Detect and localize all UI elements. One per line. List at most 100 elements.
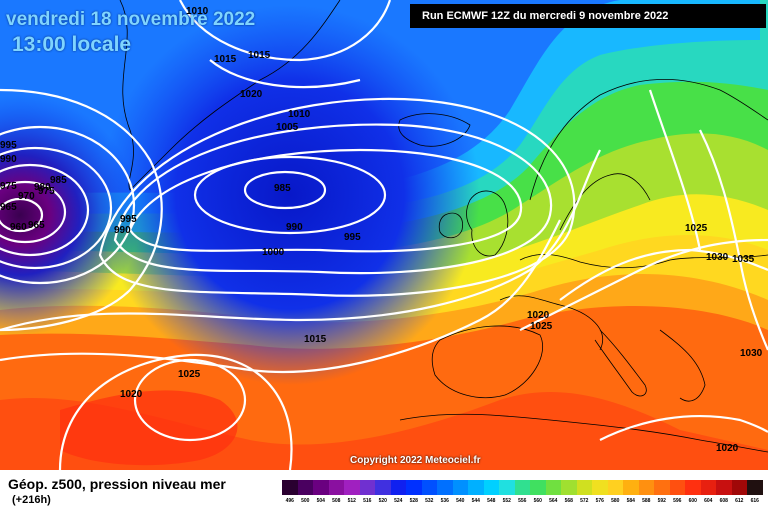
scale-swatch: 600 (685, 480, 701, 504)
scale-swatch: 500 (297, 480, 313, 504)
color-scale: 496 500 504 508 512 516 520 524 528 532 536 540 544 5… (282, 480, 763, 504)
isobar-label: 985 (50, 175, 67, 186)
scale-swatch: 544 (468, 480, 484, 504)
scale-label: 564 (549, 498, 558, 504)
isobar-label: 985 (274, 183, 291, 194)
isobar-label: 980 (34, 182, 51, 193)
scale-swatch: 520 (375, 480, 391, 504)
isobar-label: 970 (18, 191, 35, 202)
scale-label: 516 (363, 498, 372, 504)
scale-label: 544 (471, 498, 480, 504)
scale-swatch: 572 (576, 480, 592, 504)
weather-map: 1010 1015 1015 1020 1010 1005 985 990 99… (0, 0, 768, 470)
scale-label: 520 (378, 498, 387, 504)
isobar-label: 990 (0, 154, 17, 165)
scale-swatch: 556 (514, 480, 530, 504)
scale-label: 608 (719, 498, 728, 504)
scale-swatch: 612 (731, 480, 747, 504)
isobar-label: 975 (38, 186, 55, 197)
scale-label: 512 (347, 498, 356, 504)
footer: Géop. z500, pression niveau mer (+216h) … (0, 470, 768, 512)
scale-label: 572 (580, 498, 589, 504)
scale-swatch: 532 (421, 480, 437, 504)
lead-time: (+216h) (12, 494, 51, 506)
scale-swatch: 592 (654, 480, 670, 504)
scale-label: 496 (285, 498, 294, 504)
isobar-label: 1015 (304, 334, 327, 345)
isobar-label: 1025 (685, 223, 708, 234)
isobar-label: 1020 (240, 89, 263, 100)
parameter-title: Géop. z500, pression niveau mer (8, 476, 226, 492)
scale-label: 500 (301, 498, 310, 504)
isobar-label: 1015 (248, 50, 271, 61)
scale-label: 552 (502, 498, 511, 504)
scale-swatch: 536 (437, 480, 453, 504)
copyright: Copyright 2022 Meteociel.fr (350, 455, 481, 466)
scale-swatch: 580 (607, 480, 623, 504)
scale-swatch: 552 (499, 480, 515, 504)
scale-swatch: 508 (328, 480, 344, 504)
scale-label: 532 (425, 498, 434, 504)
scale-swatch: 616 (747, 480, 763, 504)
scale-swatch: 604 (700, 480, 716, 504)
scale-label: 616 (750, 498, 759, 504)
isobar-label: 1005 (276, 122, 299, 133)
isobar-label: 965 (28, 220, 45, 231)
scale-label: 528 (409, 498, 418, 504)
scale-swatch: 564 (545, 480, 561, 504)
scale-swatch: 588 (638, 480, 654, 504)
isobar-label: 1020 (716, 443, 739, 454)
isobar-label: 995 (0, 140, 17, 151)
isobar-label: 1020 (527, 310, 550, 321)
scale-label: 556 (518, 498, 527, 504)
forecast-date: vendredi 18 novembre 2022 (6, 9, 256, 30)
scale-swatch: 540 (452, 480, 468, 504)
scale-swatch: 584 (623, 480, 639, 504)
scale-label: 596 (673, 498, 682, 504)
scale-label: 584 (626, 498, 635, 504)
isobar-label: 995 (344, 232, 361, 243)
isobar-label: 990 (286, 222, 303, 233)
isobar-label: 995 (120, 214, 137, 225)
scale-swatch: 524 (390, 480, 406, 504)
run-info: Run ECMWF 12Z du mercredi 9 novembre 202… (410, 4, 766, 28)
scale-label: 600 (688, 498, 697, 504)
scale-swatch: 576 (592, 480, 608, 504)
scale-swatch: 516 (359, 480, 375, 504)
scale-swatch: 512 (344, 480, 360, 504)
scale-label: 536 (440, 498, 449, 504)
scale-label: 508 (332, 498, 341, 504)
scale-label: 580 (611, 498, 620, 504)
scale-label: 588 (642, 498, 651, 504)
scale-swatch: 560 (530, 480, 546, 504)
scale-swatch: 608 (716, 480, 732, 504)
isobar-label: 1010 (186, 6, 209, 17)
forecast-time: 13:00 locale (12, 33, 132, 56)
scale-label: 560 (533, 498, 542, 504)
scale-label: 604 (704, 498, 713, 504)
scale-swatch: 496 (282, 480, 298, 504)
scale-label: 592 (657, 498, 666, 504)
isobar-label: 975 (0, 181, 17, 192)
isobar-label: 1010 (288, 109, 311, 120)
scale-label: 504 (316, 498, 325, 504)
isobar-label: 960 (10, 222, 27, 233)
isobar-label: 1025 (178, 369, 201, 380)
scale-label: 568 (564, 498, 573, 504)
scale-label: 524 (394, 498, 403, 504)
isobar-label: 1030 (706, 252, 729, 263)
scale-label: 540 (456, 498, 465, 504)
isobar-label: 1025 (530, 321, 553, 332)
scale-swatch: 548 (483, 480, 499, 504)
scale-swatch: 596 (669, 480, 685, 504)
scale-label: 548 (487, 498, 496, 504)
isobar-label: 1035 (732, 254, 755, 265)
isobar-label: 1015 (214, 54, 237, 65)
isobar-label: 1030 (740, 348, 763, 359)
isobar-label: 965 (0, 202, 17, 213)
scale-swatch: 568 (561, 480, 577, 504)
scale-label: 576 (595, 498, 604, 504)
scale-swatch: 528 (406, 480, 422, 504)
scale-label: 612 (735, 498, 744, 504)
scale-swatch: 504 (313, 480, 329, 504)
